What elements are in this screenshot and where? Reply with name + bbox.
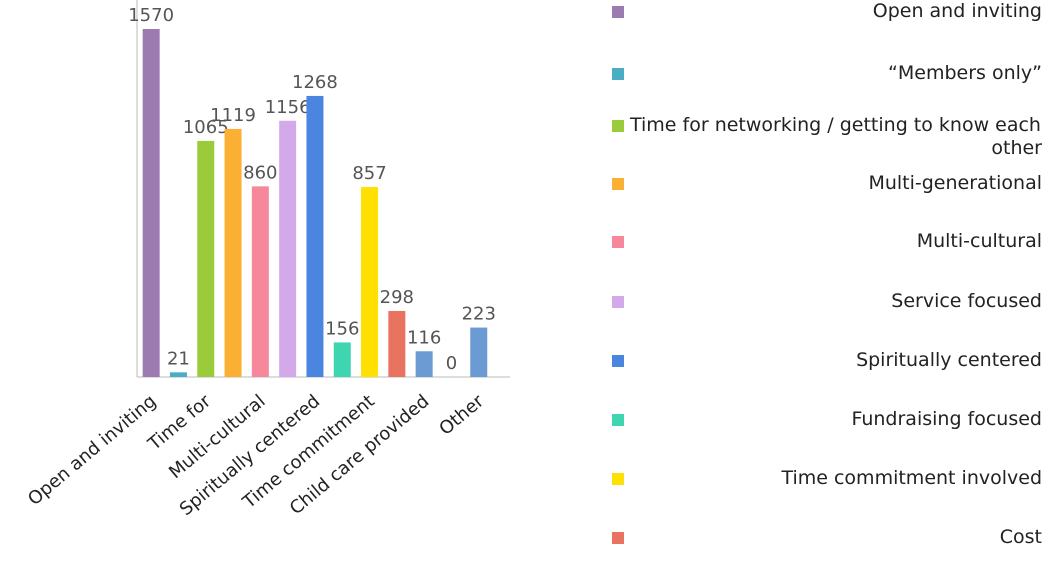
legend-label: Time for networking / getting to know ea… bbox=[630, 114, 1042, 159]
x-tick-label: Open and inviting bbox=[24, 391, 160, 510]
bar bbox=[306, 95, 324, 377]
value-label: 860 bbox=[243, 162, 277, 183]
legend-label: Multi-generational bbox=[868, 172, 1042, 194]
value-label: 1156 bbox=[265, 97, 311, 118]
legend-item: Open and inviting bbox=[612, 0, 1042, 23]
value-label: 1570 bbox=[128, 5, 174, 26]
legend-label: Cost bbox=[999, 526, 1042, 548]
value-label: 223 bbox=[462, 304, 496, 325]
legend-swatch bbox=[612, 6, 624, 18]
value-label: 0 bbox=[446, 353, 457, 374]
legend-swatch bbox=[612, 236, 624, 248]
legend-swatch bbox=[612, 120, 624, 132]
value-label: 1119 bbox=[210, 105, 256, 126]
bar bbox=[361, 187, 379, 377]
legend-label: Open and inviting bbox=[872, 0, 1042, 22]
value-label: 116 bbox=[407, 327, 441, 348]
bar bbox=[470, 327, 488, 377]
bar bbox=[224, 128, 242, 377]
value-label: 156 bbox=[325, 318, 359, 339]
legend-item: Time commitment involved bbox=[612, 467, 1042, 490]
bar bbox=[333, 342, 351, 377]
bar bbox=[251, 186, 269, 377]
legend-item: Fundraising focused bbox=[612, 408, 1042, 431]
legend-swatch bbox=[612, 296, 624, 308]
x-tick-label: Other bbox=[435, 390, 488, 439]
legend-item: Time for networking / getting to know ea… bbox=[612, 114, 1042, 160]
legend-label: “Members only” bbox=[888, 62, 1042, 84]
bar bbox=[169, 372, 187, 377]
legend-swatch bbox=[612, 414, 624, 426]
value-label: 298 bbox=[380, 287, 414, 308]
legend-swatch bbox=[612, 178, 624, 190]
legend-label: Time commitment involved bbox=[781, 467, 1042, 489]
value-label: 21 bbox=[167, 348, 190, 369]
bar bbox=[142, 29, 160, 377]
legend-item: Cost bbox=[612, 526, 1042, 549]
bar bbox=[279, 120, 297, 378]
legend-item: Spiritually centered bbox=[612, 349, 1042, 372]
bar bbox=[197, 140, 215, 377]
legend-swatch bbox=[612, 355, 624, 367]
legend-item: Multi-generational bbox=[612, 172, 1042, 195]
legend-item: “Members only” bbox=[612, 62, 1042, 85]
legend-swatch bbox=[612, 68, 624, 80]
value-label: 1268 bbox=[292, 72, 338, 93]
bar bbox=[415, 351, 433, 377]
legend-item: Service focused bbox=[612, 290, 1042, 313]
value-label: 1065 bbox=[183, 117, 229, 138]
legend-label: Service focused bbox=[891, 290, 1042, 312]
value-label: 857 bbox=[352, 163, 386, 184]
bar bbox=[388, 310, 406, 377]
legend-swatch bbox=[612, 473, 624, 485]
legend-swatch bbox=[612, 532, 624, 544]
legend-label: Multi-cultural bbox=[916, 230, 1042, 252]
legend-label: Fundraising focused bbox=[851, 408, 1042, 430]
legend-label: Spiritually centered bbox=[856, 349, 1042, 371]
legend-item: Multi-cultural bbox=[612, 230, 1042, 253]
